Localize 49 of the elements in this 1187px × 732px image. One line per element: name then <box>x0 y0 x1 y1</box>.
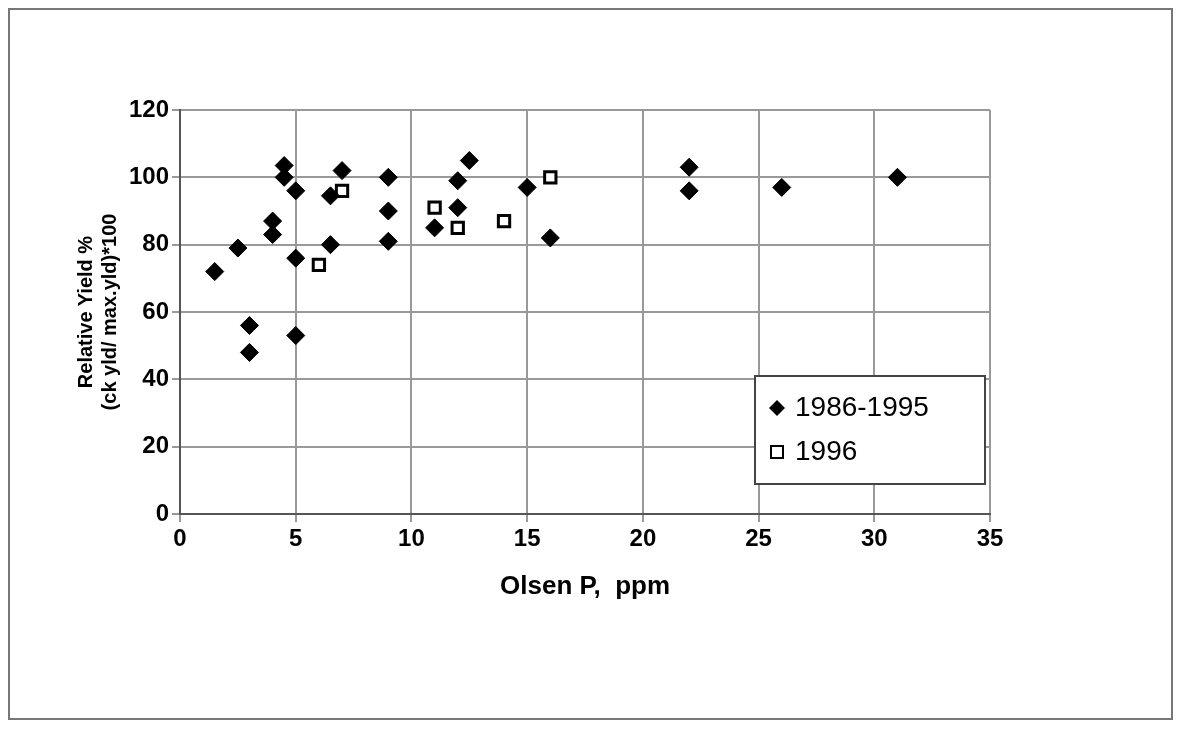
point <box>263 211 283 231</box>
point <box>496 213 512 229</box>
point <box>425 218 445 238</box>
x-tick-label: 5 <box>289 524 303 552</box>
point <box>448 198 468 218</box>
point <box>286 248 306 268</box>
point <box>228 238 248 258</box>
y-axis-title: Relative Yield % (ck yld/ max.yld)*100 <box>73 213 120 411</box>
x-tick-label: 15 <box>513 524 541 552</box>
y-tick-label: 120 <box>129 94 170 122</box>
x-axis-title: Olsen P, ppm <box>500 569 671 600</box>
legend-label: 1986-1995 <box>795 390 929 422</box>
point <box>378 231 398 251</box>
x-tick-label: 0 <box>173 524 187 552</box>
point <box>887 167 907 187</box>
x-tick-label: 35 <box>976 524 1004 552</box>
point <box>378 167 398 187</box>
point <box>205 262 225 282</box>
point <box>378 201 398 221</box>
point <box>286 326 306 346</box>
y-tick-label: 80 <box>142 229 170 257</box>
y-tick-label: 60 <box>142 296 170 324</box>
point <box>286 181 306 201</box>
point <box>332 161 352 181</box>
point <box>459 151 479 170</box>
point <box>772 177 792 197</box>
point <box>679 181 699 201</box>
point <box>239 315 259 335</box>
x-tick-label: 10 <box>398 524 425 552</box>
y-tick-label: 20 <box>142 431 170 459</box>
point <box>450 220 465 235</box>
point <box>540 228 560 248</box>
x-tick-label: 20 <box>629 524 657 552</box>
point <box>239 342 259 362</box>
point <box>320 235 340 255</box>
y-tick-label: 100 <box>129 161 170 189</box>
point <box>263 225 283 245</box>
point <box>320 186 340 206</box>
point <box>679 157 699 177</box>
point <box>448 171 468 191</box>
point <box>311 257 327 273</box>
point <box>427 200 442 215</box>
point <box>517 177 537 197</box>
y-tick-label: 0 <box>155 498 170 526</box>
y-tick-label: 40 <box>142 363 170 391</box>
legend-label: 1996 <box>795 434 858 466</box>
x-tick-label: 25 <box>745 524 772 552</box>
point <box>543 170 558 185</box>
x-tick-label: 30 <box>860 524 888 552</box>
